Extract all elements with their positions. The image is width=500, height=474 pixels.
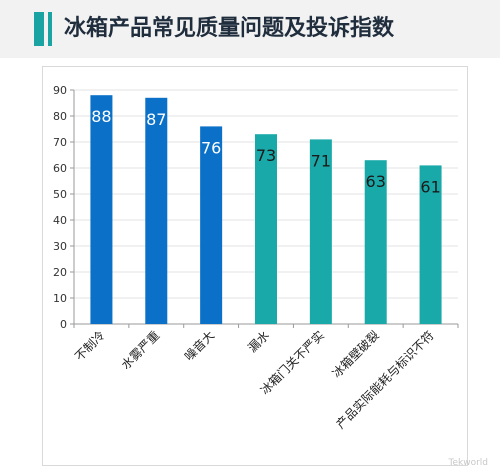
x-tick-label: 不制冷 [72,328,107,363]
page-title: 冰箱产品常见质量问题及投诉指数 [64,16,395,41]
bar [255,134,277,324]
x-tick-label: 产品实际能耗与标识不符 [333,328,437,432]
header-bar: 冰箱产品常见质量问题及投诉指数 [0,0,500,58]
x-tick-label: 水雾严重 [119,328,163,372]
data-label: 71 [311,151,331,170]
title-accent-stripe [48,12,52,46]
y-tick-label: 60 [53,162,67,175]
y-tick-label: 0 [60,318,67,331]
x-tick-label: 漏水 [245,328,272,355]
y-tick-label: 10 [53,292,67,305]
watermark: Tekworld [448,458,489,468]
bar [90,95,113,324]
x-tick-label: 冰箱壁破裂 [329,328,382,381]
bar [419,165,442,324]
bar [309,139,332,324]
y-tick-label: 50 [53,188,67,201]
data-label: 76 [201,138,221,157]
x-tick-label: 噪音大 [181,328,217,364]
data-label: 73 [256,146,276,165]
bar [145,97,168,324]
y-tick-label: 70 [53,136,67,149]
data-label: 88 [91,107,111,126]
bar [200,126,223,325]
bar [364,160,387,324]
y-tick-label: 40 [53,214,67,227]
y-tick-label: 80 [53,110,67,123]
data-label: 61 [420,177,440,196]
data-label: 63 [366,172,386,191]
y-tick-label: 30 [53,240,67,253]
y-tick-label: 20 [53,266,67,279]
title-accent-bar [34,12,44,46]
data-label: 87 [146,110,166,129]
y-tick-label: 90 [53,84,67,97]
